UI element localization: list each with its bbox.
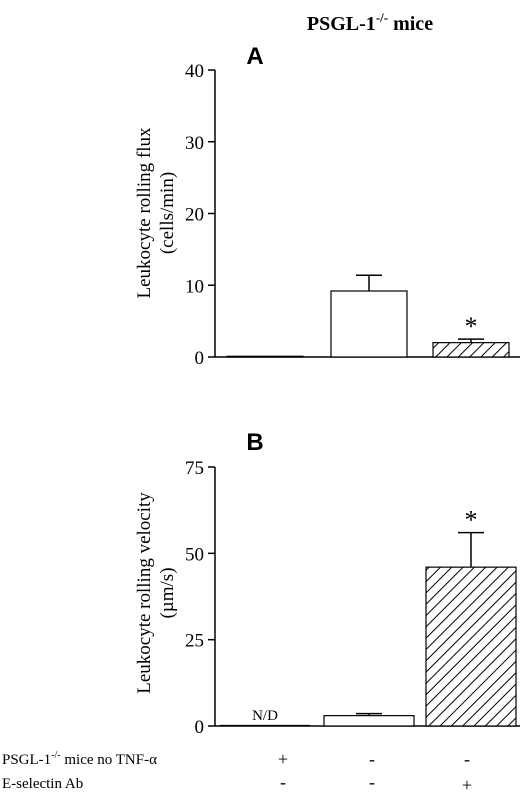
condition-row-2-value: - <box>280 772 286 792</box>
bar <box>323 715 415 727</box>
y-tick-label: 25 <box>185 631 204 652</box>
condition-row-1-value: - <box>369 749 375 769</box>
y-tick-label: 40 <box>185 61 204 82</box>
significance-marker: * <box>465 506 478 535</box>
figure-title: PSGL-1-/- mice <box>307 10 433 35</box>
panel-b: B Leukocyte rolling velocity (µm/s) 0 25 5… <box>134 429 520 738</box>
condition-row-1-value: + <box>278 749 288 769</box>
panel-label: B <box>246 429 263 456</box>
y-axis-label: Leukocyte rolling velocity <box>134 492 155 694</box>
y-tick-label: 75 <box>185 458 204 479</box>
not-detected-label: N/D <box>252 708 278 724</box>
significance-marker: * <box>465 312 478 341</box>
bar <box>330 290 408 358</box>
condition-row-1-label: PSGL-1-/- mice no TNF-α <box>2 750 157 768</box>
panel-label: A <box>246 43 263 70</box>
y-tick-label: 0 <box>195 348 205 369</box>
condition-table: PSGL-1-/- mice no TNF-α E-selectin Ab + … <box>2 749 472 795</box>
panel-a: A Leukocyte rolling flux (cells/min) 0 10… <box>134 43 520 369</box>
y-tick-label: 30 <box>185 133 204 154</box>
y-axis-label-unit: (cells/min) <box>157 172 178 254</box>
y-tick-label: 50 <box>185 544 204 565</box>
bar <box>226 355 304 358</box>
y-axis-label: Leukocyte rolling flux <box>134 127 155 298</box>
condition-row-2-value: - <box>369 772 375 792</box>
y-tick-label: 20 <box>185 205 204 226</box>
condition-row-1-value: - <box>464 749 470 769</box>
y-axis-label-unit: (µm/s) <box>157 567 178 618</box>
condition-row-2-value: + <box>462 775 472 795</box>
y-tick-label: 0 <box>195 717 205 738</box>
y-tick-label: 10 <box>185 276 204 297</box>
condition-row-2-label: E-selectin Ab <box>2 776 83 792</box>
bar <box>425 566 517 727</box>
bar <box>432 342 510 358</box>
